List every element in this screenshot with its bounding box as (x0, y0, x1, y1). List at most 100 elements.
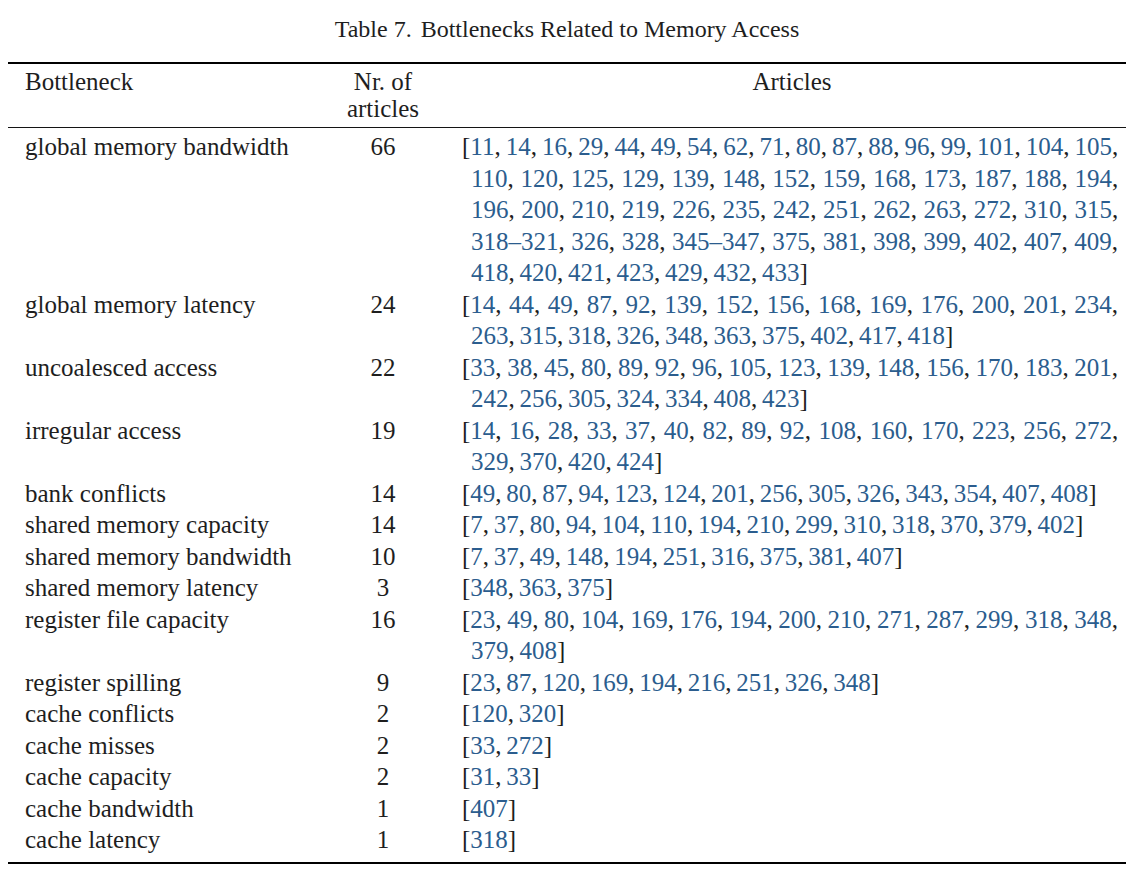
citation-link[interactable]: 219 (622, 196, 660, 223)
citation-link[interactable]: 188 (1024, 165, 1062, 192)
citation-link[interactable]: 210 (746, 511, 784, 538)
citation-link[interactable]: 104 (1026, 133, 1064, 160)
citation-link[interactable]: 168 (873, 165, 911, 192)
citation-link[interactable]: 169 (630, 606, 668, 633)
citation-link[interactable]: 123 (614, 480, 652, 507)
citation-link[interactable]: 242 (471, 385, 509, 412)
citation-link[interactable]: 272 (974, 196, 1012, 223)
citation-link[interactable]: 7 (470, 511, 483, 538)
citation-link[interactable]: 316 (711, 543, 749, 570)
citation-link[interactable]: 370 (940, 511, 978, 538)
citation-link[interactable]: 235 (722, 196, 760, 223)
citation-link[interactable]: 194 (698, 511, 736, 538)
citation-link[interactable]: 194 (614, 543, 652, 570)
citation-link[interactable]: 242 (773, 196, 811, 223)
citation-link[interactable]: 432 (714, 259, 752, 286)
citation-link[interactable]: 429 (665, 259, 703, 286)
citation-link[interactable]: 324 (617, 385, 655, 412)
citation-link[interactable]: 326 (857, 480, 895, 507)
citation-link[interactable]: 37 (494, 543, 519, 570)
citation-link[interactable]: 420 (568, 448, 606, 475)
citation-link[interactable]: 398 (873, 228, 911, 255)
citation-link[interactable]: 125 (571, 165, 609, 192)
citation-link[interactable]: 16 (509, 417, 534, 444)
citation-link[interactable]: 348 (1074, 606, 1112, 633)
citation-link[interactable]: 94 (578, 480, 603, 507)
citation-link[interactable]: 318–321 (471, 228, 559, 255)
citation-link[interactable]: 263 (924, 196, 962, 223)
citation-link[interactable]: 348 (833, 669, 871, 696)
citation-link[interactable]: 139 (827, 354, 865, 381)
citation-link[interactable]: 82 (702, 417, 727, 444)
citation-link[interactable]: 251 (736, 669, 774, 696)
citation-link[interactable]: 421 (568, 259, 606, 286)
citation-link[interactable]: 407 (1002, 480, 1040, 507)
citation-link[interactable]: 223 (972, 417, 1010, 444)
citation-link[interactable]: 363 (714, 322, 752, 349)
citation-link[interactable]: 29 (578, 133, 603, 160)
citation-link[interactable]: 23 (470, 606, 495, 633)
citation-link[interactable]: 328 (622, 228, 660, 255)
citation-link[interactable]: 49 (507, 606, 532, 633)
citation-link[interactable]: 375 (762, 322, 800, 349)
citation-link[interactable]: 201 (711, 480, 749, 507)
citation-link[interactable]: 318 (470, 826, 508, 853)
citation-link[interactable]: 123 (778, 354, 816, 381)
citation-link[interactable]: 101 (977, 133, 1015, 160)
citation-link[interactable]: 375 (772, 228, 810, 255)
citation-link[interactable]: 104 (581, 606, 619, 633)
citation-link[interactable]: 80 (530, 511, 555, 538)
citation-link[interactable]: 33 (506, 763, 531, 790)
citation-link[interactable]: 170 (921, 417, 959, 444)
citation-link[interactable]: 110 (650, 511, 687, 538)
citation-link[interactable]: 379 (989, 511, 1027, 538)
citation-link[interactable]: 120 (470, 700, 508, 727)
citation-link[interactable]: 326 (617, 322, 655, 349)
citation-link[interactable]: 152 (715, 291, 753, 318)
citation-link[interactable]: 423 (762, 385, 800, 412)
citation-link[interactable]: 375 (760, 543, 798, 570)
citation-link[interactable]: 334 (665, 385, 703, 412)
citation-link[interactable]: 44 (509, 291, 534, 318)
citation-link[interactable]: 200 (521, 196, 559, 223)
citation-link[interactable]: 92 (625, 291, 650, 318)
citation-link[interactable]: 381 (823, 228, 861, 255)
citation-link[interactable]: 320 (519, 700, 557, 727)
citation-link[interactable]: 201 (1074, 354, 1112, 381)
citation-link[interactable]: 40 (664, 417, 689, 444)
citation-link[interactable]: 381 (808, 543, 846, 570)
citation-link[interactable]: 110 (471, 165, 508, 192)
citation-link[interactable]: 408 (714, 385, 752, 412)
citation-link[interactable]: 326 (785, 669, 823, 696)
citation-link[interactable]: 139 (672, 165, 710, 192)
citation-link[interactable]: 200 (972, 291, 1010, 318)
citation-link[interactable]: 251 (663, 543, 701, 570)
citation-link[interactable]: 345–347 (672, 228, 760, 255)
citation-link[interactable]: 120 (542, 669, 580, 696)
citation-link[interactable]: 120 (520, 165, 558, 192)
citation-link[interactable]: 408 (520, 637, 558, 664)
citation-link[interactable]: 262 (873, 196, 911, 223)
citation-link[interactable]: 305 (808, 480, 846, 507)
citation-link[interactable]: 168 (818, 291, 856, 318)
citation-link[interactable]: 263 (471, 322, 509, 349)
citation-link[interactable]: 23 (470, 669, 495, 696)
citation-link[interactable]: 402 (974, 228, 1012, 255)
citation-link[interactable]: 11 (470, 133, 494, 160)
citation-link[interactable]: 148 (722, 165, 760, 192)
citation-link[interactable]: 33 (470, 354, 495, 381)
citation-link[interactable]: 94 (566, 511, 591, 538)
citation-link[interactable]: 96 (904, 133, 929, 160)
citation-link[interactable]: 399 (923, 228, 961, 255)
citation-link[interactable]: 194 (639, 669, 677, 696)
citation-link[interactable]: 14 (470, 417, 495, 444)
citation-link[interactable]: 201 (1023, 291, 1061, 318)
citation-link[interactable]: 210 (828, 606, 866, 633)
citation-link[interactable]: 194 (1074, 165, 1112, 192)
citation-link[interactable]: 87 (506, 669, 531, 696)
citation-link[interactable]: 216 (688, 669, 726, 696)
citation-link[interactable]: 363 (519, 574, 557, 601)
citation-link[interactable]: 28 (548, 417, 573, 444)
citation-link[interactable]: 433 (762, 259, 800, 286)
citation-link[interactable]: 194 (729, 606, 767, 633)
